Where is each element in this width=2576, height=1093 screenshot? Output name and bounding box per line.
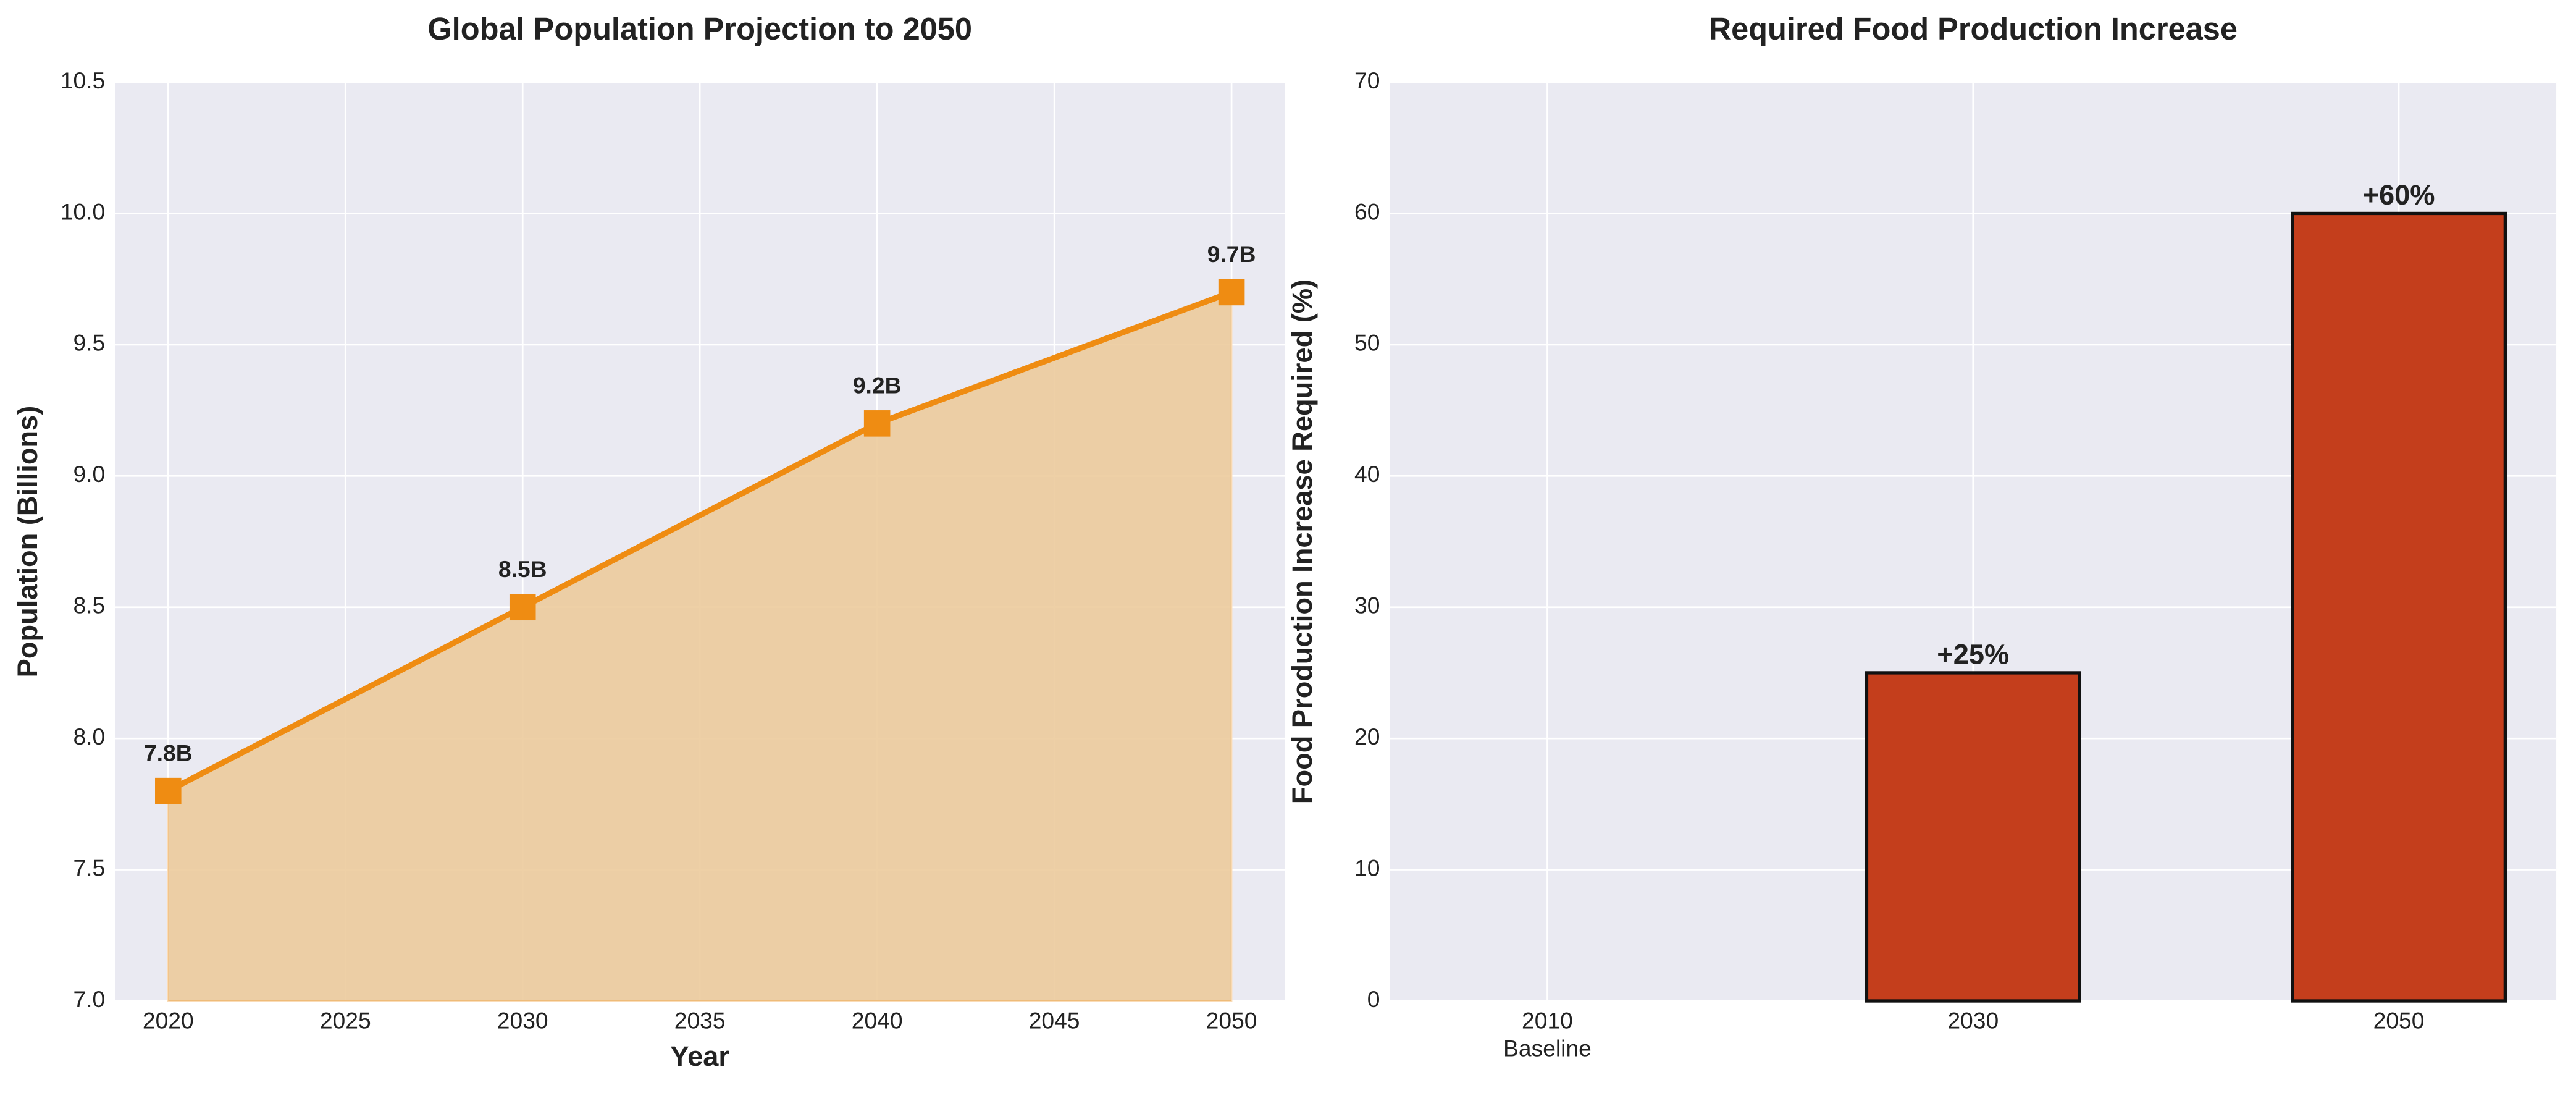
y-tick-label: 40 (1354, 461, 1380, 487)
y-tick-label: 8.0 (73, 724, 105, 749)
x-tick-label: 2040 (852, 1007, 903, 1033)
x-tick-label: 2010 (1522, 1007, 1573, 1033)
data-label: +25% (1937, 638, 2009, 670)
marker (509, 594, 536, 621)
marker (155, 777, 182, 804)
y-tick-label: 7.5 (73, 855, 105, 880)
x-tick-label: 2050 (1206, 1007, 1257, 1033)
x-tick-label: 2045 (1029, 1007, 1080, 1033)
y-tick-label: 50 (1354, 330, 1380, 356)
x-tick-label: 2030 (1947, 1007, 1999, 1033)
line (167, 289, 1233, 794)
y-tick-label: 9.0 (73, 461, 105, 487)
data-label: +60% (2363, 179, 2435, 211)
data-label: 8.5B (498, 556, 547, 582)
y-axis-label: Food Production Increase Required (%) (1286, 279, 1318, 804)
x-tick-label: 2050 (2373, 1007, 2425, 1033)
bar (2291, 211, 2507, 1003)
x-tick-label: 2030 (497, 1007, 548, 1033)
y-tick-label: 30 (1354, 593, 1380, 618)
y-tick-label: 20 (1354, 724, 1380, 749)
data-label: 9.2B (853, 373, 902, 399)
chart-title: Global Population Projection to 2050 (427, 11, 972, 46)
y-tick-label: 10.0 (61, 198, 105, 224)
y-tick-label: 9.5 (73, 330, 105, 356)
x-tick-sublabel: Baseline (1503, 1036, 1592, 1061)
bar (1865, 671, 2081, 1003)
chart-title: Required Food Production Increase (1709, 11, 2238, 46)
y-tick-label: 10.5 (61, 67, 105, 93)
data-label: 9.7B (1207, 241, 1256, 267)
marker (1218, 279, 1245, 306)
x-tick-label: 2035 (674, 1007, 726, 1033)
y-tick-label: 10 (1354, 855, 1380, 880)
x-axis-label: Year (670, 1040, 729, 1072)
y-tick-label: 70 (1354, 67, 1380, 93)
data-label: 7.8B (144, 740, 193, 766)
y-tick-label: 8.5 (73, 593, 105, 618)
y-axis-label: Population (Billions) (12, 406, 43, 678)
marker (863, 410, 891, 437)
y-tick-label: 60 (1354, 198, 1380, 224)
y-tick-label: 7.0 (73, 986, 105, 1012)
x-tick-label: 2020 (143, 1007, 194, 1033)
x-tick-label: 2025 (320, 1007, 371, 1033)
y-tick-label: 0 (1367, 986, 1380, 1012)
